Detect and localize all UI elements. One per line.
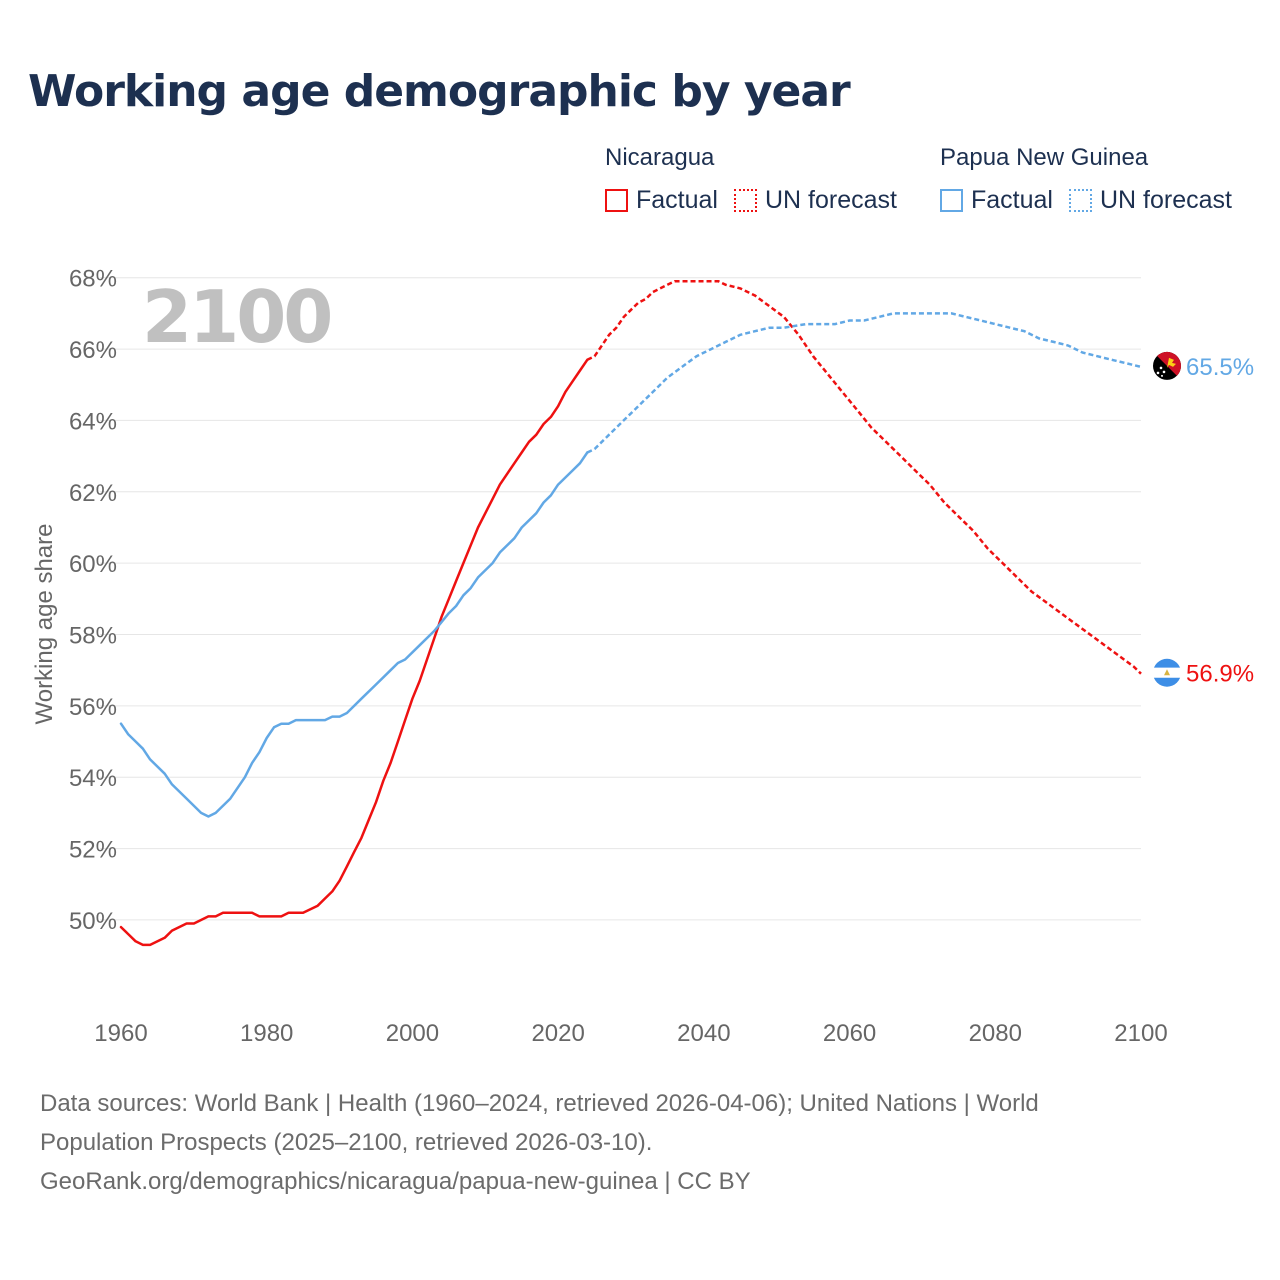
series-line-factual-png [119, 451, 589, 818]
x-tick-label: 2020 [531, 1020, 584, 1047]
legend-label-forecast: UN forecast [1099, 186, 1232, 214]
footer-line: Data sources: World Bank | Health (1960–… [40, 1090, 1039, 1117]
x-tick-label: 2000 [386, 1020, 439, 1047]
series-line-forecast-nicaragua [586, 280, 1142, 675]
legend-label-factual: Factual [971, 186, 1053, 214]
end-value-label-nicaragua: 56.9% [1186, 661, 1254, 688]
legend-item-forecast[interactable]: UN forecast [1068, 186, 1232, 215]
y-tick-label: 68% [69, 266, 117, 293]
legend-country-name: Papua New Guinea [940, 144, 1149, 171]
y-tick-label: 64% [69, 408, 117, 435]
x-tick-label: 2100 [1114, 1020, 1167, 1047]
end-value-label-papua-new-guinea: 65.5% [1186, 354, 1254, 381]
legend-swatch-forecast [1068, 189, 1092, 212]
legend-item-factual[interactable]: Factual [940, 186, 1053, 215]
series-line-factual-nicaragua [119, 358, 589, 947]
legend-swatch-forecast [733, 189, 757, 212]
legend-item-forecast[interactable]: UN forecast [733, 186, 897, 215]
legend-label-forecast: UN forecast [764, 186, 897, 214]
y-tick-label: 56% [69, 694, 117, 721]
legend-nicaragua: Nicaragua Factual UN forecast [605, 144, 913, 215]
legend-papua-new-guinea: Papua New Guinea Factual UN forecast [940, 144, 1248, 215]
y-tick-label: 60% [69, 551, 117, 578]
year-watermark: 2100 [142, 275, 330, 359]
chart-title: Working age demographic by year [28, 66, 851, 117]
x-tick-label: 2060 [823, 1020, 876, 1047]
line-chart: 50% 52% 54% 56% 58% 60% 62% 64% 66% 68% 1960 1980 20… [31, 266, 1254, 1047]
x-tick-label: 2040 [677, 1020, 730, 1047]
footer-line: Population Prospects (2025–2100, retriev… [40, 1129, 653, 1156]
nicaragua-flag-icon [1153, 658, 1181, 687]
legend-swatch-factual [940, 189, 963, 212]
x-tick-label: 2080 [969, 1020, 1022, 1047]
y-tick-label: 50% [69, 908, 117, 935]
x-tick-label: 1960 [94, 1020, 147, 1047]
y-tick-label: 54% [69, 765, 117, 792]
y-axis-label: Working age share [31, 524, 58, 725]
papua-new-guinea-flag-icon [1153, 351, 1181, 380]
y-tick-label: 52% [69, 837, 117, 864]
source-footer: Data sources: World Bank | Health (1960–… [40, 1084, 1220, 1201]
footer-link[interactable]: GeoRank.org/demographics/nicaragua/papua… [40, 1168, 751, 1195]
legend-label-factual: Factual [636, 186, 718, 214]
y-tick-label: 58% [69, 623, 117, 650]
legend-swatch-factual [605, 189, 628, 212]
series-line-forecast-png [586, 312, 1142, 454]
legend-country-name: Nicaragua [605, 144, 715, 171]
legend-item-factual[interactable]: Factual [605, 186, 718, 215]
y-tick-label: 66% [69, 337, 117, 364]
y-tick-label: 62% [69, 480, 117, 507]
x-tick-label: 1980 [240, 1020, 293, 1047]
